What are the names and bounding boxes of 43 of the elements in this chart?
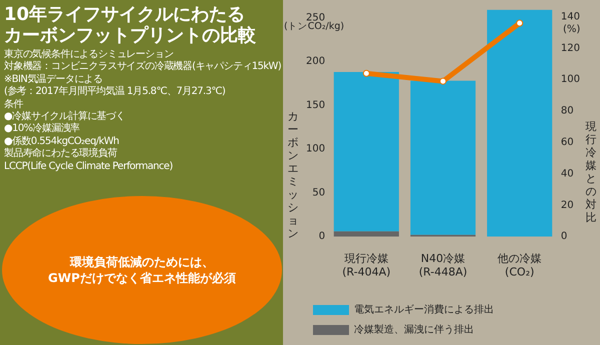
text: ●係数0.554kgCO₂eq/kWh	[4, 136, 120, 148]
text: 10年ライフサイクルにわたる	[4, 4, 246, 25]
y2-tick-label: 60	[560, 137, 574, 148]
text: カーボンフットプリントの比較	[4, 25, 257, 46]
text: 条件	[4, 98, 24, 111]
text: カーボンエミッション	[288, 110, 298, 240]
bar	[334, 231, 399, 237]
text: (%)	[563, 24, 580, 35]
y-tick-label: 150	[306, 100, 326, 111]
y-tick-label: 100	[306, 144, 326, 155]
text: 環境負荷低減のためには、	[70, 254, 214, 270]
text: GWPだけでなく省エネ性能が必須	[48, 270, 236, 286]
y-tick-label: 50	[312, 187, 326, 198]
text: ※BIN気温データによる	[4, 74, 104, 86]
legend-label: 冷媒製造、漏洩に伴う排出	[354, 324, 474, 336]
y-tick-label: 250	[306, 12, 326, 24]
legend-label: 電気エネルギー消費による排出	[354, 304, 494, 316]
x-tick-label: 他の冷媒 (CO₂)	[498, 252, 542, 278]
text: 対象機器：コンビニクラスサイズの冷蔵機器(キャパシティ15kW)	[4, 61, 282, 74]
bar	[487, 10, 552, 237]
point	[516, 20, 524, 27]
x-tick-label: N40冷媒 (R-448A)	[418, 252, 468, 278]
y2-axis-title: 現行冷媒との対比	[584, 120, 598, 224]
point	[440, 78, 446, 85]
y2-tick-label: 140	[560, 11, 580, 22]
text: LCCP(Life Cycle Climate Performance)	[4, 160, 174, 174]
y2-tick-label: 0	[560, 231, 568, 242]
y2-tick-label: 80	[560, 106, 574, 117]
annotation: (トンCO₂/kg)	[284, 21, 344, 33]
text: (参考：2017年月間平均気温 1月5.8℃、7月27.3℃)	[4, 86, 226, 99]
y2-tick-label: 120	[560, 42, 580, 54]
y-tick-label: 200	[306, 56, 326, 68]
text: ●10%冷媒漏洩率	[4, 123, 81, 136]
text: 製品寿命にわたる環境負荷	[4, 148, 118, 161]
y2-tick-label: 40	[560, 168, 574, 180]
text: 東京の気候条件によるシミュレーション	[4, 49, 174, 60]
y2-tick-label: 20	[560, 200, 574, 211]
x-tick-label: 現行冷媒 (R-404A)	[342, 252, 391, 278]
y2-tick-label: 100	[560, 74, 580, 86]
point	[362, 70, 370, 77]
bar	[334, 72, 399, 232]
y-tick-label: 0	[318, 231, 326, 242]
text: ●冷媒サイクル計算に基づく	[4, 111, 126, 122]
